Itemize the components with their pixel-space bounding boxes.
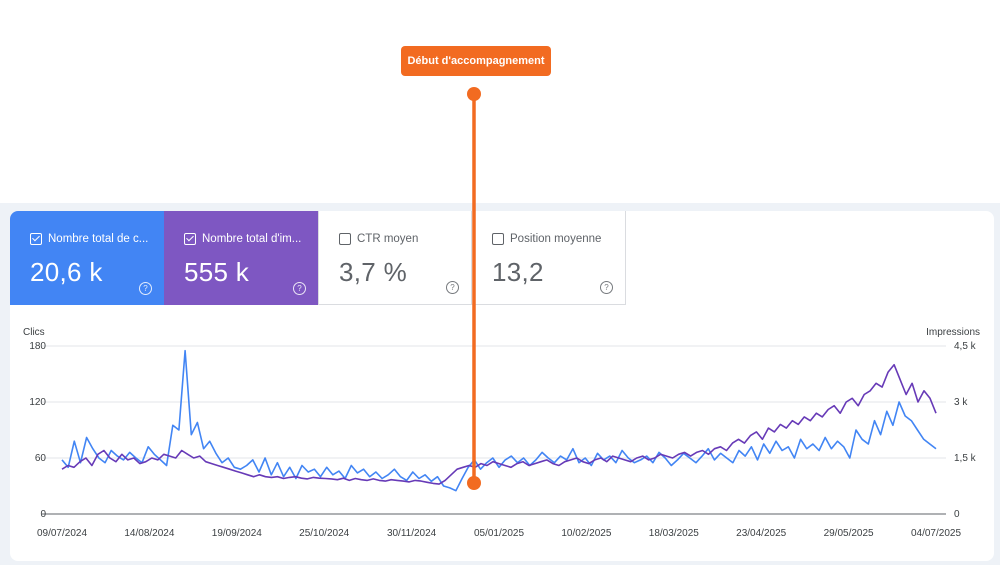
help-icon[interactable]: ? [600,281,613,294]
metric-label: Nombre total de c... [48,233,149,245]
help-icon[interactable]: ? [446,281,459,294]
right-tick-label: 4,5 k [954,341,977,352]
x-tick-label: 05/01/2025 [474,528,524,539]
metric-average-ctr[interactable]: CTR moyen 3,7 % ? [318,211,472,305]
left-axis-label: Clics [23,327,45,338]
help-icon[interactable]: ? [139,282,152,295]
metric-total-clicks[interactable]: Nombre total de c... 20,6 k ? [10,211,164,305]
left-tick-label: 120 [29,397,46,408]
series-line-clics [61,349,937,492]
annotation-dot-bottom [467,476,481,490]
x-tick-label: 09/07/2024 [37,528,87,539]
help-icon[interactable]: ? [293,282,306,295]
metric-average-position[interactable]: Position moyenne 13,2 ? [472,211,626,305]
metric-total-impressions[interactable]: Nombre total d'im... 555 k ? [164,211,318,305]
metric-value: 555 k [184,257,250,287]
annotation-dot-top [467,87,481,101]
x-tick-label: 04/07/2025 [911,528,961,539]
metric-label: Position moyenne [510,233,602,245]
annotation-label: Début d'accompagnement [401,46,551,76]
performance-card: Nombre total de c... 20,6 k ? Nombre tot… [10,211,994,561]
checkbox-checked-icon[interactable] [30,233,42,245]
x-tick-label: 19/09/2024 [212,528,262,539]
metric-label: CTR moyen [357,233,419,245]
series-line-impressions [61,363,937,485]
checkbox-unchecked-icon[interactable] [339,233,351,245]
x-tick-label: 30/11/2024 [387,528,437,539]
left-tick-label: 60 [35,453,47,464]
metric-value: 20,6 k [30,257,103,287]
left-tick-label: 0 [40,509,46,520]
checkbox-checked-icon[interactable] [184,233,196,245]
right-tick-label: 0 [954,509,960,520]
left-tick-label: 180 [29,341,46,352]
x-tick-label: 23/04/2025 [736,528,786,539]
x-tick-label: 18/03/2025 [649,528,699,539]
right-axis-label: Impressions [926,327,980,338]
metric-label: Nombre total d'im... [202,233,302,245]
x-tick-label: 10/02/2025 [561,528,611,539]
checkbox-unchecked-icon[interactable] [492,233,504,245]
x-tick-label: 25/10/2024 [299,528,349,539]
x-tick-label: 29/05/2025 [824,528,874,539]
right-tick-label: 1,5 k [954,453,977,464]
x-tick-label: 14/08/2024 [124,528,174,539]
metric-value: 3,7 % [339,257,407,287]
right-tick-label: 3 k [954,397,968,408]
metric-value: 13,2 [492,257,544,287]
